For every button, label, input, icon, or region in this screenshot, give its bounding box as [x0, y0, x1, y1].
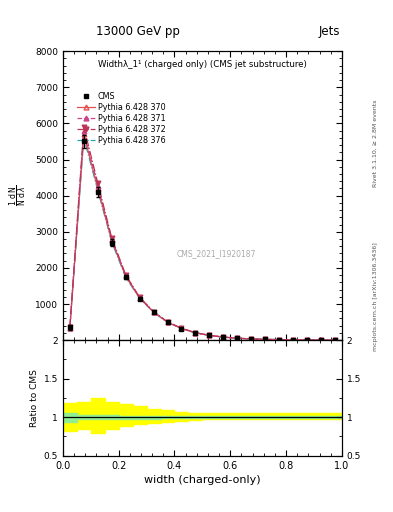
Text: mcplots.cern.ch [arXiv:1306.3436]: mcplots.cern.ch [arXiv:1306.3436] [373, 243, 378, 351]
Text: CMS_2021_I1920187: CMS_2021_I1920187 [177, 249, 256, 258]
X-axis label: width (charged-only): width (charged-only) [144, 475, 261, 485]
Text: 13000 GeV pp: 13000 GeV pp [95, 26, 180, 38]
Y-axis label: Ratio to CMS: Ratio to CMS [31, 369, 39, 427]
Y-axis label: $\frac{1}{\mathrm{N}}\frac{\mathrm{d}\,\mathrm{N}}{\mathrm{d}\,\lambda}$: $\frac{1}{\mathrm{N}}\frac{\mathrm{d}\,\… [8, 185, 29, 206]
Legend: CMS, Pythia 6.428 370, Pythia 6.428 371, Pythia 6.428 372, Pythia 6.428 376: CMS, Pythia 6.428 370, Pythia 6.428 371,… [75, 90, 167, 146]
Text: Jets: Jets [318, 26, 340, 38]
Text: Rivet 3.1.10, ≥ 2.8M events: Rivet 3.1.10, ≥ 2.8M events [373, 100, 378, 187]
Text: Widthλ_1¹ (charged only) (CMS jet substructure): Widthλ_1¹ (charged only) (CMS jet substr… [98, 60, 307, 69]
